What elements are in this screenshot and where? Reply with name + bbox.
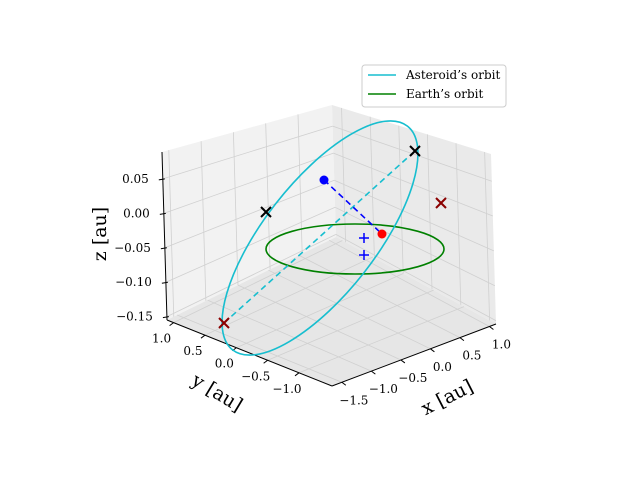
marker-x-2 (409, 145, 421, 157)
asteroid-orbit-line (221, 120, 419, 356)
y-axis-label: y [au] (187, 369, 246, 417)
grid-x-floor-5 (329, 239, 490, 327)
marker-dot-0 (319, 175, 329, 185)
grid-z-left-0 (162, 125, 333, 180)
z-tick-3 (161, 281, 168, 284)
legend-label-earth: Earth’s orbit (406, 87, 483, 101)
pane-left (162, 105, 336, 320)
x-tick-label-2: −0.5 (398, 371, 427, 385)
grid-x-floor-3 (268, 269, 431, 350)
y-tick-label-0: 1.0 (152, 332, 171, 346)
z-tick-label-0: 0.05 (122, 172, 149, 186)
grid-y-wall-1 (200, 141, 207, 301)
grid-x-wall-2 (398, 125, 404, 274)
grid-x-wall-3 (427, 134, 433, 290)
x-tick-label-4: 0.5 (462, 349, 481, 363)
z-tick-label-1: 0.00 (123, 206, 150, 220)
x-tick-4 (459, 337, 465, 342)
y-axis-line (166, 319, 333, 387)
axes: 0.050.00−0.05−0.10−0.151.00.50.0−0.5−1.0… (114, 151, 511, 407)
grid-y-wall-2 (233, 132, 239, 286)
z-tick-2 (160, 247, 167, 250)
z-tick-0 (158, 178, 165, 181)
z-axis-line (161, 151, 168, 321)
grid-y-floor-1 (204, 256, 373, 336)
z-tick-label-2: −0.05 (114, 241, 151, 255)
z-axis-label: z [au] (89, 207, 111, 261)
x-tick-label-1: −1.0 (369, 382, 398, 396)
grid-x-floor-1 (207, 299, 372, 372)
y-tick-3 (263, 359, 268, 364)
x-tick-label-5: 1.0 (492, 337, 511, 351)
x-tick-2 (400, 359, 406, 364)
marker-x-stroke-b-3 (260, 206, 272, 218)
marker-plus-7 (359, 250, 369, 260)
x-tick-1 (371, 370, 376, 375)
grid-z-left-2 (164, 179, 335, 249)
x-tick-label-3: 0.0 (433, 360, 452, 374)
grid-y-wall-0 (168, 150, 175, 317)
marker-x-stroke-b-5 (218, 317, 230, 329)
grid-y-floor-3 (267, 289, 434, 361)
marker-x-3 (260, 206, 272, 218)
y-tick-label-3: −0.5 (241, 369, 270, 383)
y-tick-1 (200, 334, 206, 339)
y-tick-label-4: −1.0 (272, 382, 301, 396)
x-tick-0 (341, 381, 347, 386)
grid-x-floor-2 (237, 284, 402, 361)
grid-y-wall-3 (265, 123, 271, 270)
x-tick-label-0: −1.5 (339, 393, 368, 407)
earth-orbit-line (265, 223, 445, 275)
x-tick-3 (430, 348, 435, 353)
grid-z-right-2 (334, 179, 495, 252)
marker-x-stroke-b-2 (409, 145, 421, 157)
grid-x-wall-1 (369, 116, 375, 258)
z-tick-1 (159, 212, 166, 215)
grid-z-right-3 (334, 206, 496, 287)
grid-x-floor-0 (176, 314, 342, 383)
grid-x-floor-4 (298, 254, 461, 338)
x-axis-line (331, 323, 497, 387)
grid-x-wall-5 (484, 152, 490, 321)
axis-panes (162, 105, 496, 386)
y-tick-0 (169, 322, 174, 327)
marker-x-4 (435, 197, 447, 209)
legend-box (361, 64, 507, 108)
y-tick-label-2: 0.0 (215, 357, 234, 371)
marker-x-5 (218, 317, 230, 329)
grid-x-wall-0 (341, 107, 346, 243)
pane-floor (167, 237, 496, 386)
z-tick-label-4: −0.15 (116, 310, 153, 324)
legend: Asteroid’s orbit Earth’s orbit (361, 64, 507, 108)
grid-z-left-1 (163, 152, 334, 214)
legend-label-asteroid: Asteroid’s orbit (405, 68, 500, 82)
blue-red-connecting-line (323, 179, 383, 235)
grid-x-wall-4 (455, 143, 462, 305)
marker-x-stroke-b-4 (435, 197, 447, 209)
grid-z-right-4 (335, 234, 497, 321)
z-tick-label-3: −0.10 (115, 275, 152, 289)
asteroid-apsidal-line (223, 150, 416, 324)
x-tick-5 (489, 326, 494, 330)
grid-y-floor-0 (173, 240, 343, 323)
grid-y-wall-4 (297, 114, 303, 254)
y-tick-4 (294, 372, 300, 377)
y-tick-label-1: 0.5 (183, 344, 202, 358)
grid-y-floor-4 (298, 306, 465, 374)
z-tick-4 (162, 316, 169, 319)
marker-plus-6 (359, 233, 369, 243)
grid-z-left-3 (165, 206, 336, 283)
plot-area (218, 120, 447, 356)
grid-y-floor-2 (236, 273, 404, 349)
pane-right (332, 105, 496, 324)
marker-dot-1 (377, 229, 387, 239)
